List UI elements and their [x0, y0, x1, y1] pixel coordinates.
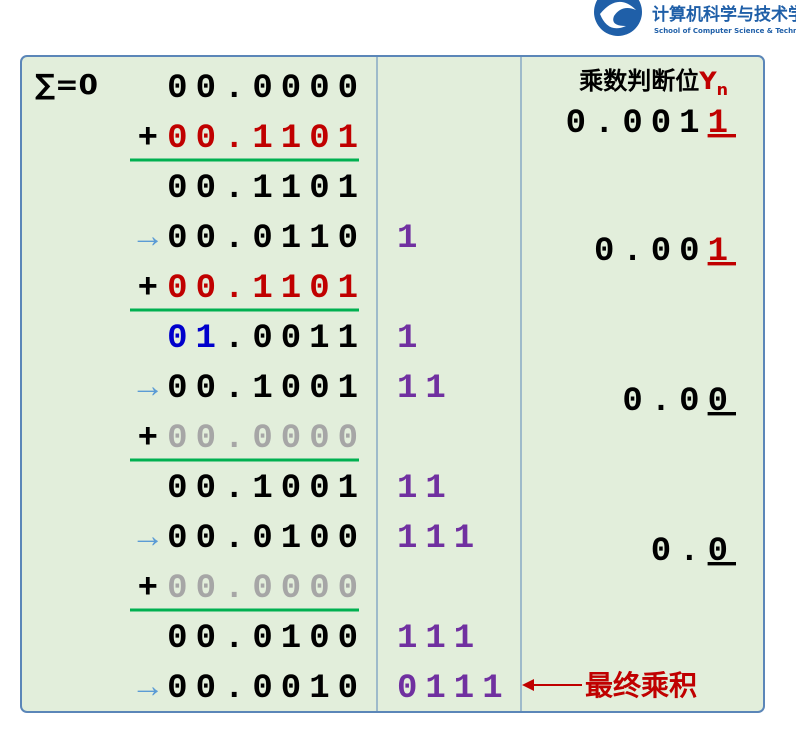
logo-subtitle: School of Computer Science & Technology,	[654, 27, 796, 35]
partial-product: 00.0100	[167, 620, 366, 658]
header: 乘数判断位Yn	[578, 67, 728, 99]
multiplier: 0.00	[622, 383, 736, 421]
operator: +	[138, 120, 158, 158]
partial-product: 01.0011	[167, 320, 366, 358]
partial-product: 00.1101	[167, 270, 366, 308]
shifted-bits: 11	[397, 370, 454, 408]
multiplier: 0.0011	[566, 105, 736, 143]
partial-product: 00.1101	[167, 120, 366, 158]
shifted-bits: 1	[397, 320, 425, 358]
partial-product: 00.1001	[167, 470, 366, 508]
shifted-bits: 111	[397, 620, 482, 658]
segment: 00.0110	[167, 220, 366, 258]
segment: 00.0100	[167, 620, 366, 658]
segment: 00.1101	[167, 170, 366, 208]
operator: +	[138, 270, 158, 308]
partial-product: 00.0100	[167, 520, 366, 558]
segment: 00.1001	[167, 370, 366, 408]
segment: 00.1101	[167, 270, 366, 308]
table-box	[20, 55, 765, 713]
partial-product: 00.1101	[167, 170, 366, 208]
operator: +	[138, 420, 158, 458]
multiplier: 0.001	[594, 233, 736, 271]
operator: →	[138, 220, 159, 258]
logo-swirl	[600, 1, 636, 29]
segment: .0011	[224, 320, 366, 358]
logo: 计算机科学与技术学 School of Computer Science & T…	[594, 0, 796, 36]
operator: →	[138, 520, 159, 558]
segment: 0.001	[566, 105, 708, 143]
segment: 0	[708, 533, 736, 571]
segment: 00.1001	[167, 470, 366, 508]
shifted-bits: 11	[397, 470, 454, 508]
segment: 0.00	[594, 233, 708, 271]
partial-product: 00.0010	[167, 670, 366, 708]
note-arrowhead	[522, 679, 534, 691]
partial-product: 00.0000	[167, 70, 366, 108]
operator: →	[138, 370, 159, 408]
operator: +	[138, 570, 158, 608]
note: 最终乘积	[585, 669, 697, 702]
segment: 00.0100	[167, 520, 366, 558]
segment: 1	[708, 233, 736, 271]
multiplier: 0.0	[651, 533, 736, 571]
segment: 00.0000	[167, 570, 366, 608]
partial-product: 00.1001	[167, 370, 366, 408]
shifted-bits: 0111	[397, 670, 511, 708]
header-subscript: n	[717, 80, 728, 99]
segment: 01	[167, 320, 224, 358]
operator: →	[138, 670, 159, 708]
segment: 0	[708, 383, 736, 421]
segment: 00.1101	[167, 120, 366, 158]
segment: 00.0000	[167, 70, 366, 108]
segment: 0.0	[622, 383, 707, 421]
partial-product: 00.0000	[167, 420, 366, 458]
segment: 0.	[651, 533, 708, 571]
segment: 00.0010	[167, 670, 366, 708]
shifted-bits: 111	[397, 520, 482, 558]
partial-product: 00.0000	[167, 570, 366, 608]
shifted-bits: 1	[397, 220, 425, 258]
partial-product: 00.0110	[167, 220, 366, 258]
header-text: 乘数判断位	[578, 67, 699, 95]
logo-name: 计算机科学与技术学	[652, 4, 796, 25]
segment: 00.0000	[167, 420, 366, 458]
segment: 1	[708, 105, 736, 143]
header-symbol: Y	[698, 67, 717, 95]
sum-label: ∑=0	[35, 68, 98, 101]
